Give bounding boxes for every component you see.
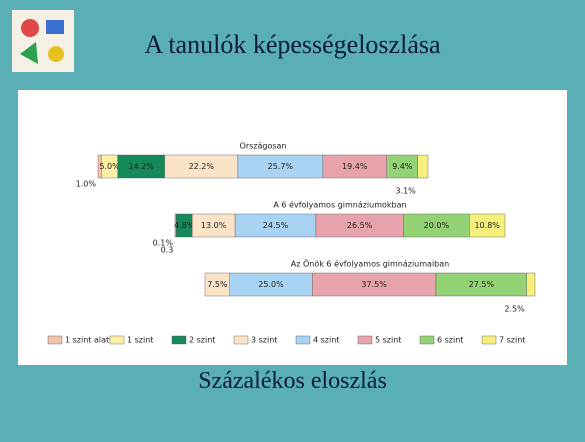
value-label: 25.0%: [258, 280, 284, 289]
bar-title: Országosan: [240, 142, 287, 151]
bar-title: A 6 évfolyamos gimnáziumokban: [273, 200, 406, 210]
legend-label: 5 szint: [375, 336, 401, 345]
value-label: 1.0%: [76, 180, 97, 189]
bar-segment: [418, 155, 428, 178]
legend-swatch: [358, 336, 372, 344]
legend-swatch: [296, 336, 310, 344]
value-label: 5.0%: [99, 162, 120, 171]
value-label: 26.5%: [347, 221, 373, 230]
bar-segment: [527, 273, 535, 296]
value-label: 0.3: [161, 246, 174, 255]
legend-swatch: [482, 336, 496, 344]
value-label: 7.5%: [207, 280, 228, 289]
legend-label: 1 szint: [127, 336, 153, 345]
value-label: 37.5%: [361, 280, 387, 289]
slide: A tanulók képességeloszlása Országosan 1.…: [0, 0, 585, 442]
legend-label: 2 szint: [189, 336, 215, 345]
legend-label: 7 szint: [499, 336, 525, 345]
value-label: 13.0%: [201, 221, 227, 230]
legend-label: 3 szint: [251, 336, 277, 345]
value-label: 3.1%: [395, 187, 416, 196]
bar-title: Az Önök 6 évfolyamos gimnáziumaiban: [291, 259, 449, 269]
legend-label: 6 szint: [437, 336, 463, 345]
legend-label: 4 szint: [313, 336, 339, 345]
value-label: 20.0%: [424, 221, 450, 230]
value-label: 4.8%: [174, 221, 195, 230]
value-label: 24.5%: [263, 221, 289, 230]
slide-footer: Százalékos eloszlás: [0, 368, 585, 395]
legend-swatch: [110, 336, 124, 344]
legend-swatch: [234, 336, 248, 344]
value-label: 25.7%: [268, 162, 294, 171]
value-label: 22.2%: [189, 162, 215, 171]
slide-title: A tanulók képességeloszlása: [0, 30, 585, 60]
legend-swatch: [172, 336, 186, 344]
value-label: 2.5%: [504, 305, 525, 314]
chart: Országosan 1.0%5.0% 14.2% 22.2% 25.7% 19.4% 9.…: [18, 90, 567, 365]
value-label: 14.2%: [129, 162, 155, 171]
legend-swatch: [48, 336, 62, 344]
legend-swatch: [420, 336, 434, 344]
value-label: 19.4%: [342, 162, 368, 171]
value-label: 10.8%: [474, 221, 500, 230]
value-label: 27.5%: [469, 280, 495, 289]
legend-label: 1 szint alatt: [65, 336, 112, 345]
value-label: 9.4%: [392, 162, 413, 171]
